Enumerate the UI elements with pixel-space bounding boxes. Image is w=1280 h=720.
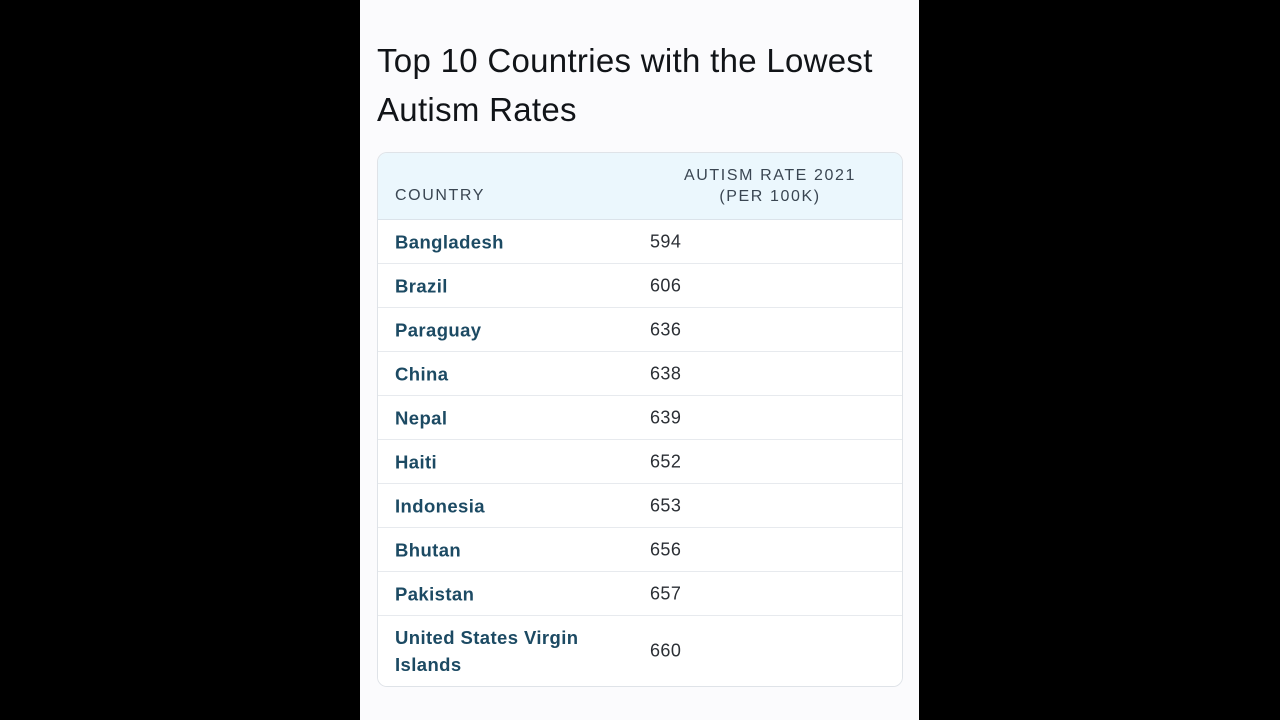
column-header-country[interactable]: COUNTRY [395, 187, 486, 204]
country-link[interactable]: Bhutan [395, 539, 462, 560]
rate-cell: 656 [650, 539, 682, 559]
rate-cell: 606 [650, 275, 682, 295]
table-row: Haiti 652 [378, 440, 902, 484]
table-row: Paraguay 636 [378, 308, 902, 352]
table-row: Bangladesh 594 [378, 220, 902, 264]
country-link[interactable]: Indonesia [395, 495, 485, 516]
rate-cell: 594 [650, 231, 682, 251]
rate-cell: 636 [650, 319, 682, 339]
rate-cell: 657 [650, 583, 682, 603]
column-header-autism-rate-line2: (PER 100K) [719, 188, 821, 205]
table-row: Brazil 606 [378, 264, 902, 308]
country-link[interactable]: Haiti [395, 451, 438, 472]
rate-cell: 652 [650, 451, 682, 471]
table-header: COUNTRY AUTISM RATE 2021 (PER 100K) [378, 153, 902, 220]
country-link[interactable]: Brazil [395, 275, 448, 296]
table-row: Bhutan 656 [378, 528, 902, 572]
table-row: United States Virgin Islands 660 [378, 616, 902, 686]
country-link[interactable]: Nepal [395, 407, 448, 428]
country-link[interactable]: China [395, 363, 449, 384]
column-header-autism-rate[interactable]: AUTISM RATE 2021 (PER 100K) [650, 165, 890, 207]
rate-cell: 639 [650, 407, 682, 427]
country-link[interactable]: United States Virgin Islands [395, 627, 579, 675]
content-panel: Top 10 Countries with the Lowest Autism … [360, 0, 919, 720]
data-table: COUNTRY AUTISM RATE 2021 (PER 100K) Bang… [377, 152, 903, 687]
column-header-autism-rate-line1: AUTISM RATE 2021 [683, 167, 856, 184]
table-row: Nepal 639 [378, 396, 902, 440]
table-row: China 638 [378, 352, 902, 396]
table-row: Indonesia 653 [378, 484, 902, 528]
page-title: Top 10 Countries with the Lowest Autism … [377, 42, 873, 128]
rate-cell: 653 [650, 495, 682, 515]
country-link[interactable]: Paraguay [395, 319, 482, 340]
country-link[interactable]: Bangladesh [395, 231, 504, 252]
rate-cell: 660 [650, 640, 682, 661]
rate-cell: 638 [650, 363, 682, 383]
country-link[interactable]: Pakistan [395, 583, 475, 604]
table-row: Pakistan 657 [378, 572, 902, 616]
